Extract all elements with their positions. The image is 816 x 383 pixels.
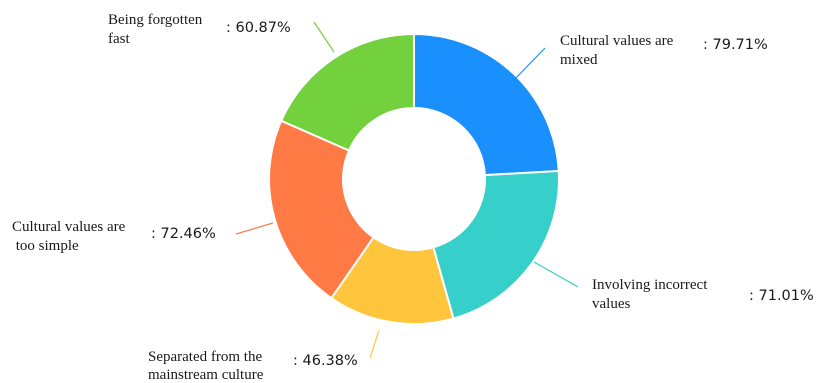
value-label-2: : 71.01% <box>749 288 814 304</box>
donut-slice-2 <box>432 169 560 320</box>
category-label-4-line-2: too simple <box>12 238 79 254</box>
donut-slice-1 <box>413 32 560 177</box>
category-label-2-line-2: values <box>592 296 630 312</box>
value-label-5: : 60.87% <box>226 20 291 36</box>
category-label-2-line-1: Involving incorrect <box>592 277 708 293</box>
category-label-4-line-1: Cultural values are <box>12 219 126 235</box>
leader-line-2 <box>533 261 579 288</box>
labels-group: Cultural values are mixed : 79.71% Involvin… <box>12 12 814 383</box>
leader-line-4 <box>235 222 274 235</box>
category-label-5-line-2: fast <box>108 31 130 47</box>
value-label-1: : 79.71% <box>703 37 768 53</box>
value-label-4: : 72.46% <box>151 226 216 242</box>
category-label-1-line-2: mixed <box>560 52 598 68</box>
category-label-1-line-1: Cultural values are <box>560 33 674 49</box>
leader-line-1 <box>513 47 546 81</box>
slices-group <box>268 32 560 325</box>
category-label-5-line-1: Being forgotten <box>108 12 203 28</box>
leader-line-3 <box>369 329 380 359</box>
category-label-3-line-1: Separated from the <box>148 349 262 365</box>
donut-slice-4 <box>268 119 375 300</box>
leader-lines-group <box>235 21 579 359</box>
category-label-3-line-2: mainstream culture <box>148 367 264 383</box>
donut-slice-5 <box>279 32 415 152</box>
leader-line-5 <box>313 21 335 53</box>
value-label-3: : 46.38% <box>293 353 358 369</box>
